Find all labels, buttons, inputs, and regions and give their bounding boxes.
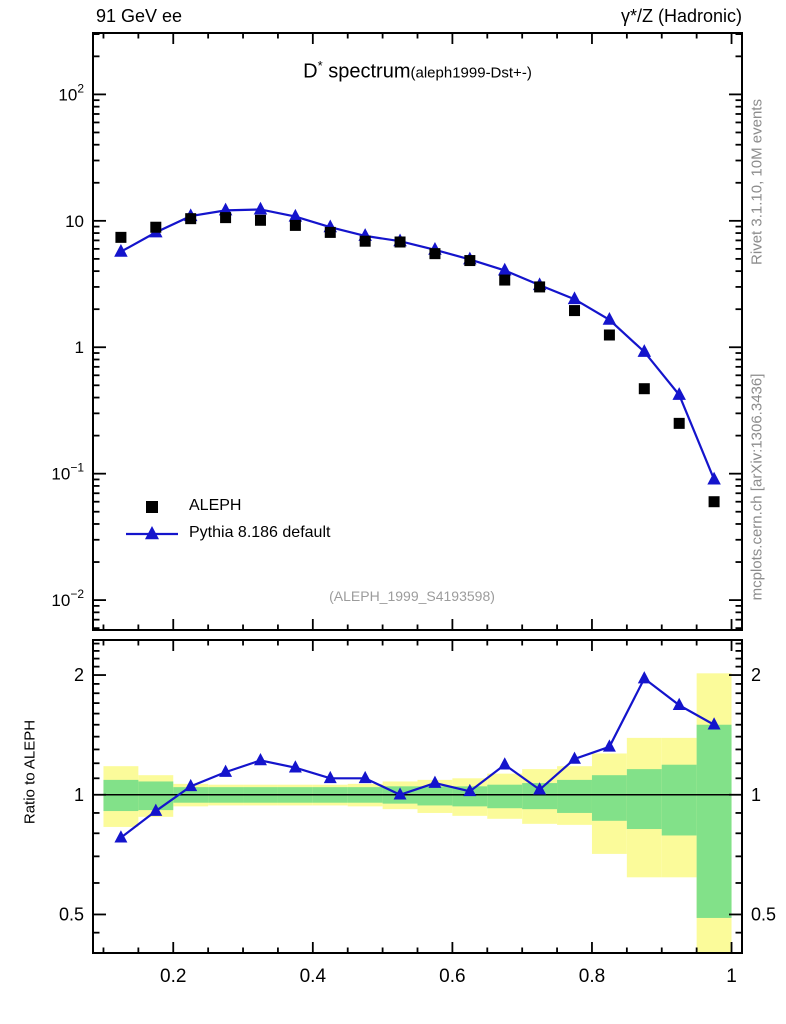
x-tick-label: 0.8 bbox=[579, 966, 605, 987]
x-tick-label: 0.6 bbox=[439, 966, 465, 987]
x-tick-label: 1 bbox=[726, 966, 737, 987]
page-title: D* spectrum(aleph1999-Dst+-) bbox=[93, 58, 742, 84]
y-tick-label-main: 1 bbox=[75, 338, 84, 357]
y-tick-label-main: 10−1 bbox=[51, 461, 84, 484]
x-tick-label: 0.2 bbox=[160, 966, 186, 987]
y-tick-label-ratio-right: 1 bbox=[751, 785, 761, 805]
y-tick-label-ratio-right: 2 bbox=[751, 665, 761, 685]
y-tick-label-ratio-right: 0.5 bbox=[751, 904, 776, 924]
legend-label-pythia: Pythia 8.186 default bbox=[189, 524, 331, 541]
y-tick-label-main: 102 bbox=[58, 81, 84, 104]
title-star: * bbox=[317, 58, 323, 73]
main-frame bbox=[92, 32, 743, 631]
header-beam-energy: 91 GeV ee bbox=[96, 6, 183, 26]
y-tick-label-ratio-left: 2 bbox=[74, 665, 84, 685]
legend-label-aleph: ALEPH bbox=[189, 497, 242, 514]
pythia-line bbox=[114, 201, 721, 485]
analysis-watermark: (ALEPH_1999_S4193598) bbox=[329, 588, 495, 604]
header-process: γ*/Z (Hadronic) bbox=[620, 6, 742, 26]
y-tick-label-main: 10 bbox=[65, 212, 84, 231]
aleph-points bbox=[115, 212, 720, 508]
legend-markers bbox=[126, 501, 178, 540]
title-d: D bbox=[303, 60, 318, 83]
y-tick-label-ratio-left: 1 bbox=[74, 785, 84, 805]
y-tick-label-ratio-left: 0.5 bbox=[59, 904, 84, 924]
x-tick-label: 0.4 bbox=[300, 966, 327, 987]
ratio-pythia-line bbox=[114, 671, 721, 843]
axis-ticks bbox=[93, 33, 742, 953]
title-note: (aleph1999-Dst+-) bbox=[410, 64, 532, 82]
title-rest: spectrum bbox=[322, 60, 411, 83]
y-tick-label-main: 10−2 bbox=[51, 587, 84, 610]
axis-tick-labels: 0.2 0.4 0.6 0.8 1 102 10 1 10−1 10−2 2 2 1 1 0.5 0.5 bbox=[51, 81, 776, 987]
